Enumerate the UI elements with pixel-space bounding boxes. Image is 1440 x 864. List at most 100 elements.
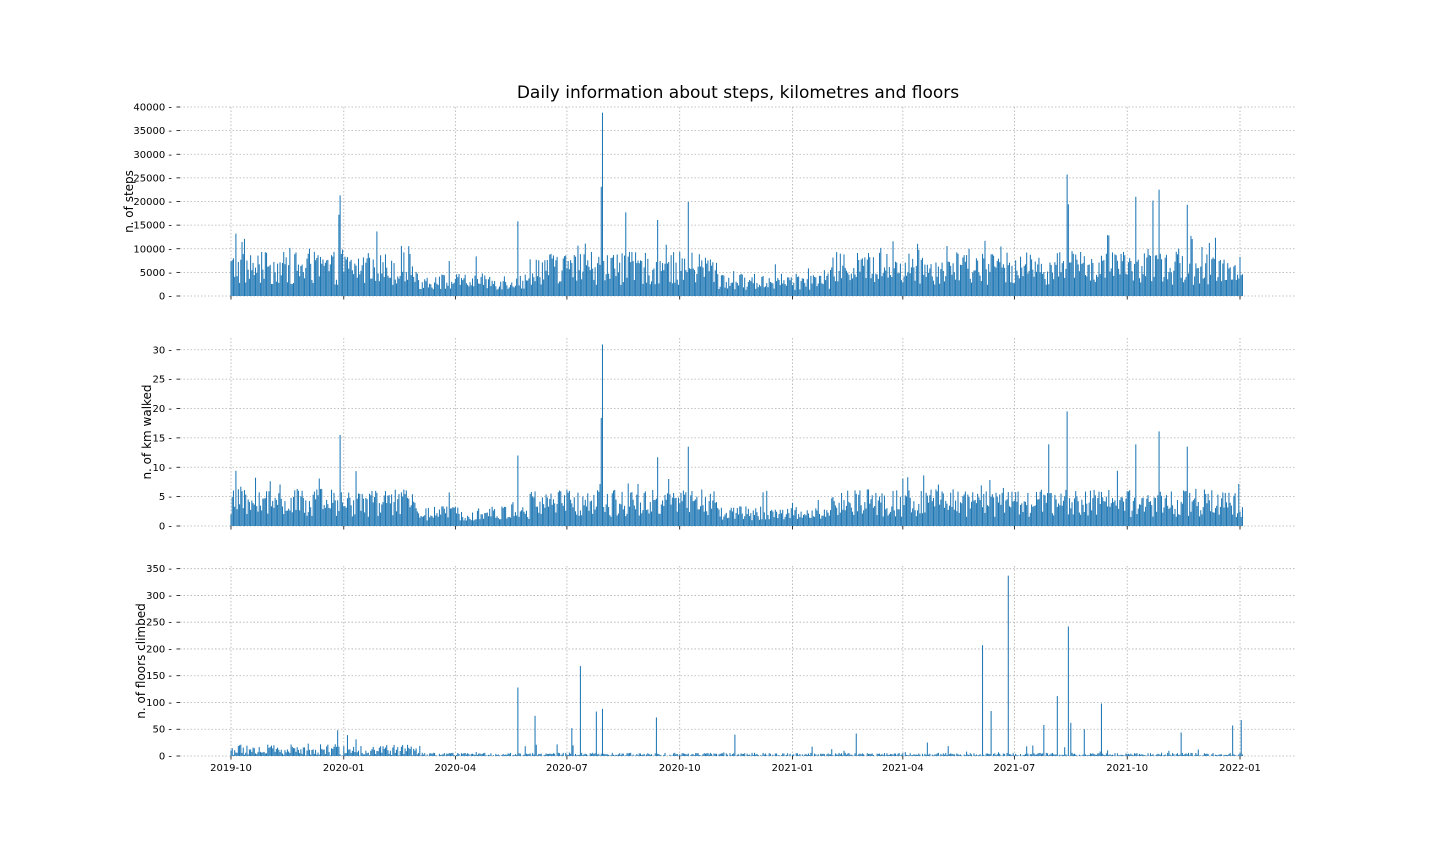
bar [708, 754, 710, 756]
bar [628, 753, 630, 756]
bar [1073, 498, 1076, 526]
bar [505, 754, 507, 756]
panel-floors: 0 -50 -100 -150 -200 -250 -300 -350 -n. … [134, 564, 1296, 774]
bar [317, 752, 319, 756]
panel-steps: 0 -5000 -10000 -15000 -20000 -25000 -300… [122, 103, 1296, 303]
bar [727, 754, 729, 756]
bar [1172, 505, 1174, 526]
bar [284, 264, 286, 296]
bar [472, 512, 474, 526]
bar [588, 510, 590, 526]
bar [258, 492, 260, 526]
bar [272, 500, 274, 526]
bar [397, 499, 399, 526]
bar [1054, 262, 1056, 296]
bar [565, 753, 567, 756]
bar [724, 287, 726, 296]
bar [1196, 754, 1198, 756]
bar [1075, 254, 1077, 296]
bar [241, 491, 243, 526]
bar [826, 275, 828, 296]
bar [955, 500, 957, 526]
bar [551, 258, 553, 296]
bar [805, 753, 807, 756]
bar [400, 746, 402, 756]
bar [1034, 754, 1036, 756]
bar [514, 512, 516, 526]
bar [1164, 257, 1166, 296]
bar [892, 491, 894, 526]
bar [1125, 498, 1127, 526]
bar [447, 753, 449, 756]
bar [286, 510, 288, 526]
bar [646, 754, 648, 756]
bar [497, 754, 499, 756]
bar [1113, 502, 1115, 526]
bar [508, 516, 510, 526]
bar [892, 241, 894, 296]
bar [264, 252, 266, 296]
bar [603, 753, 605, 756]
bar [484, 752, 486, 756]
bar [793, 282, 795, 296]
bar [886, 254, 888, 296]
bar [588, 266, 590, 296]
bar [561, 754, 563, 756]
bar [1016, 501, 1018, 526]
bar [897, 273, 899, 296]
bar [429, 283, 431, 296]
bar [791, 754, 794, 756]
bar [445, 288, 447, 296]
bar [738, 285, 740, 296]
bar [319, 489, 322, 526]
bar [413, 748, 415, 756]
y-tick-label: 350 - [146, 564, 172, 575]
bar [1148, 502, 1150, 526]
bar [1118, 268, 1120, 296]
bar [1038, 753, 1040, 756]
bar [296, 488, 298, 526]
bar [289, 753, 291, 756]
bar [632, 754, 634, 756]
bar [903, 276, 905, 296]
bar [256, 506, 258, 526]
bar [476, 278, 478, 296]
bar [883, 267, 885, 296]
bar [888, 513, 890, 526]
bar [295, 751, 297, 756]
bar [637, 755, 639, 756]
bar [1218, 514, 1220, 526]
bar [350, 259, 352, 296]
bar [977, 260, 979, 296]
bar [1164, 498, 1166, 526]
bar [495, 753, 497, 756]
bar [658, 283, 660, 296]
bar [246, 745, 248, 756]
bar [722, 275, 724, 296]
bar [550, 753, 552, 756]
bar [343, 271, 345, 296]
bar [999, 494, 1001, 526]
bar [300, 749, 302, 756]
bar [1138, 504, 1140, 526]
bar [1152, 516, 1154, 526]
bar [432, 289, 434, 296]
bar [973, 270, 975, 296]
bar [593, 754, 595, 756]
bar [869, 257, 871, 296]
bar [231, 748, 233, 756]
bar [879, 496, 881, 526]
bar [904, 495, 906, 526]
bar [809, 517, 811, 526]
bar [1034, 505, 1036, 526]
bar [1206, 753, 1208, 756]
bar [689, 268, 691, 296]
bar [1224, 279, 1226, 296]
bar [1159, 754, 1161, 756]
bar [834, 281, 836, 296]
bar [551, 504, 553, 526]
bar [475, 519, 477, 526]
bar [577, 754, 579, 756]
bar [703, 753, 705, 756]
bar [308, 248, 310, 296]
